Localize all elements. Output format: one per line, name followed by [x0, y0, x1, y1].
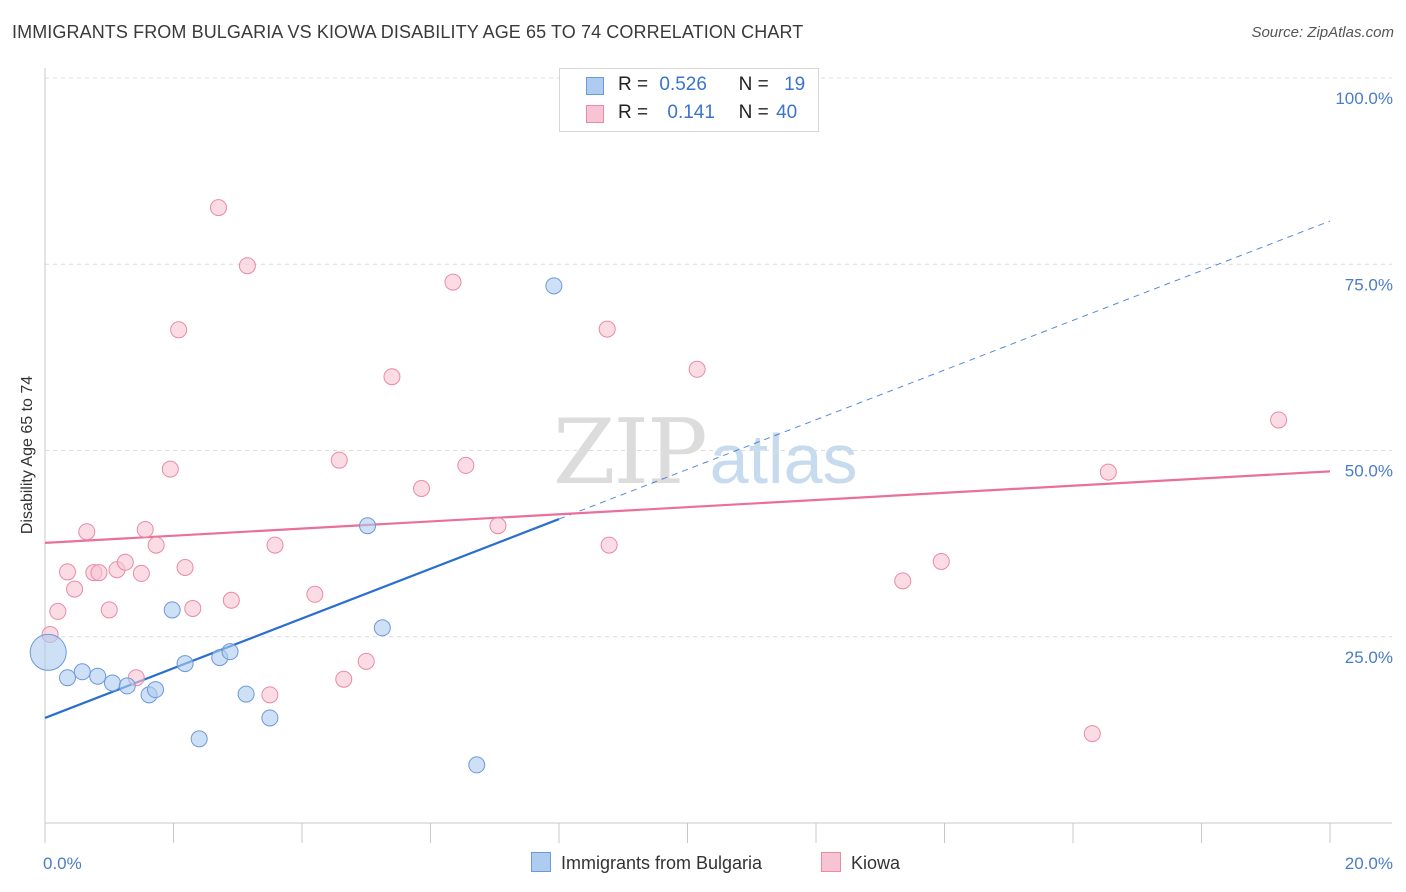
legend-n-value: 40	[776, 102, 798, 123]
trend-line-bulgaria-extension	[558, 220, 1331, 520]
point-kiowa	[457, 456, 475, 474]
legend-n-value: 19	[784, 74, 806, 95]
point-bulgaria	[176, 655, 194, 673]
point-kiowa	[238, 257, 256, 275]
point-kiowa	[78, 523, 96, 541]
legend-r-value: 0.141	[667, 102, 715, 123]
y-tick-label: 100.0%	[1335, 89, 1393, 108]
y-tick-label: 25.0%	[1345, 648, 1393, 667]
point-kiowa	[90, 564, 108, 582]
correlation-legend: R = 0.526 N = 19 R = 0.141 N = 40	[559, 68, 819, 132]
point-bulgaria	[261, 709, 279, 727]
point-kiowa	[66, 580, 84, 598]
point-bulgaria	[468, 756, 486, 774]
bottom-legend-kiowa: Kiowa	[821, 852, 900, 874]
point-kiowa	[176, 558, 194, 576]
legend-row-kiowa: R = 0.141 N = 40	[618, 102, 797, 126]
axes	[44, 68, 1392, 843]
point-kiowa	[600, 536, 618, 554]
point-kiowa	[444, 273, 462, 291]
trend-line-kiowa	[44, 470, 1331, 544]
point-kiowa	[688, 360, 706, 378]
point-bulgaria	[118, 677, 136, 695]
point-bulgaria	[73, 663, 91, 681]
point-bulgaria	[545, 277, 563, 295]
point-kiowa	[58, 563, 76, 581]
point-bulgaria	[147, 681, 165, 699]
legend-n-label: N =	[738, 102, 769, 123]
bottom-legend-label: Immigrants from Bulgaria	[561, 853, 763, 873]
point-kiowa	[330, 451, 348, 469]
y-tick-label: 50.0%	[1345, 462, 1393, 481]
source-label: Source: ZipAtlas.com	[1251, 24, 1394, 41]
point-kiowa	[894, 572, 912, 590]
point-bulgaria	[359, 517, 377, 535]
legend-r-label: R =	[618, 74, 649, 95]
point-kiowa	[357, 652, 375, 670]
legend-r-label: R =	[618, 102, 649, 123]
point-bulgaria	[373, 619, 391, 637]
y-tick-label: 75.0%	[1345, 275, 1393, 294]
legend-row-bulgaria: R = 0.526 N = 19	[618, 74, 805, 98]
grid-lines	[45, 77, 1392, 638]
point-kiowa	[49, 602, 67, 620]
point-kiowa	[413, 479, 431, 497]
point-kiowa	[1083, 725, 1101, 743]
x-tick-label: 0.0%	[43, 854, 82, 873]
legend-n-label: N =	[738, 74, 769, 95]
watermark-zip: ZIP	[553, 400, 708, 505]
point-bulgaria	[237, 685, 255, 703]
data-points	[29, 199, 1288, 774]
point-kiowa	[306, 585, 324, 603]
point-kiowa	[261, 686, 279, 704]
point-bulgaria	[163, 601, 181, 619]
point-kiowa	[161, 460, 179, 478]
chart-title: IMMIGRANTS FROM BULGARIA VS KIOWA DISABI…	[12, 22, 804, 42]
point-kiowa	[170, 321, 188, 339]
point-kiowa	[266, 536, 284, 554]
point-kiowa	[132, 564, 150, 582]
point-kiowa	[1099, 463, 1117, 481]
point-kiowa	[1270, 411, 1288, 429]
watermark: ZIPatlas	[553, 400, 858, 505]
bottom-legend-label: Kiowa	[851, 853, 901, 873]
point-kiowa	[222, 591, 240, 609]
point-kiowa	[932, 553, 950, 571]
point-kiowa	[209, 199, 227, 217]
bottom-legend-swatch-kiowa	[821, 852, 841, 872]
bottom-legend-bulgaria: Immigrants from Bulgaria	[531, 852, 762, 874]
point-kiowa	[100, 601, 118, 619]
point-kiowa	[383, 368, 401, 386]
point-kiowa	[489, 517, 507, 535]
point-kiowa	[184, 599, 202, 617]
point-kiowa	[116, 553, 134, 571]
trend-lines	[44, 220, 1331, 719]
point-kiowa	[136, 520, 154, 538]
point-kiowa	[598, 320, 616, 338]
watermark-atlas: atlas	[709, 420, 858, 498]
tick-labels: 25.0% 50.0% 75.0% 100.0% 0.0% 20.0%	[43, 89, 1393, 873]
legend-swatch-bulgaria	[586, 77, 604, 95]
x-tick-label: 20.0%	[1345, 854, 1393, 873]
legend-swatch-kiowa	[586, 105, 604, 123]
point-bulgaria	[221, 643, 239, 661]
point-bulgaria	[58, 669, 76, 687]
point-bulgaria	[29, 633, 67, 671]
point-bulgaria	[89, 667, 107, 685]
legend-r-value: 0.526	[659, 74, 707, 95]
bottom-legend-swatch-bulgaria	[531, 852, 551, 872]
point-bulgaria	[103, 674, 121, 692]
point-kiowa	[335, 670, 353, 688]
point-bulgaria	[190, 730, 208, 748]
point-kiowa	[147, 536, 165, 554]
